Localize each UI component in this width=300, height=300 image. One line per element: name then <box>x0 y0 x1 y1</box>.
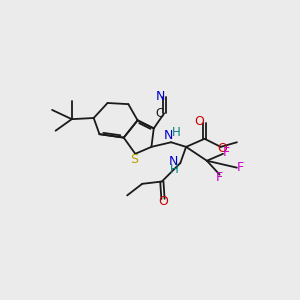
Text: F: F <box>215 171 223 184</box>
Text: N: N <box>155 90 165 103</box>
Text: O: O <box>195 115 204 128</box>
Text: F: F <box>237 161 244 174</box>
Text: N: N <box>169 155 178 168</box>
Text: O: O <box>158 195 168 208</box>
Text: C: C <box>156 107 164 120</box>
Text: H: H <box>172 126 181 139</box>
Text: S: S <box>130 153 138 166</box>
Text: N: N <box>164 129 173 142</box>
Text: F: F <box>223 146 230 159</box>
Text: H: H <box>169 163 178 176</box>
Text: O: O <box>218 142 227 154</box>
